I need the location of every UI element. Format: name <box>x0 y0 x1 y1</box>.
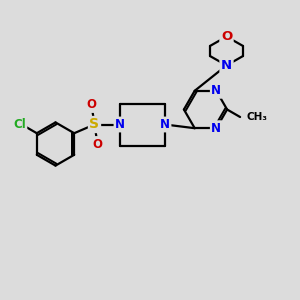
Text: S: S <box>89 118 100 131</box>
Text: O: O <box>86 98 97 112</box>
Text: CH₃: CH₃ <box>247 112 268 122</box>
Text: N: N <box>115 118 125 131</box>
Text: O: O <box>92 137 103 151</box>
Text: N: N <box>160 118 170 131</box>
Text: Cl: Cl <box>13 118 26 131</box>
Text: N: N <box>211 122 221 135</box>
Text: O: O <box>221 30 232 43</box>
Text: N: N <box>211 84 221 97</box>
Text: N: N <box>221 59 232 72</box>
